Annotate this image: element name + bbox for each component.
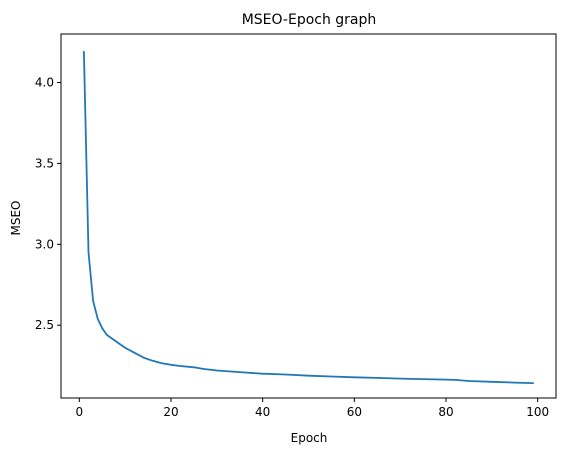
series-line [83, 50, 534, 385]
x-tick-label: 0 [76, 405, 84, 419]
x-axis-label: Epoch [291, 431, 328, 445]
chart-title: MSEO-Epoch graph [242, 12, 377, 28]
y-tick-label: 3.5 [35, 156, 54, 170]
x-tick-label: 80 [438, 405, 453, 419]
y-tick-label: 2.5 [35, 318, 54, 332]
axes: 0 20 40 60 80 100 2.5 3.0 3.5 4.0 [35, 33, 557, 419]
y-tick-label: 3.0 [35, 237, 54, 251]
plot-frame [60, 33, 557, 399]
x-tick-label: 20 [163, 405, 178, 419]
y-axis-label: MSEO [9, 201, 23, 236]
x-tick-label: 60 [347, 405, 362, 419]
y-tick-label: 4.0 [35, 76, 54, 90]
x-tick-label: 100 [526, 405, 549, 419]
x-tick-label: 40 [255, 405, 270, 419]
